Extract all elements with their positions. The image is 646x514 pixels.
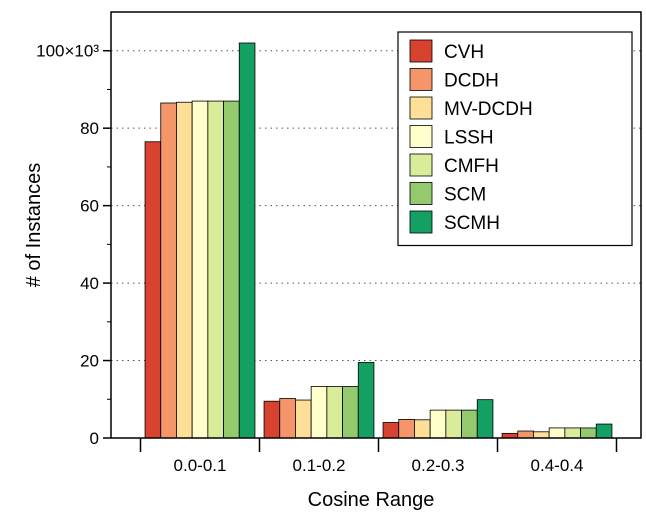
bar-lssh xyxy=(548,427,566,439)
bar-lssh xyxy=(191,100,209,439)
legend: CVH DCDH MV-DCDH LSSH CMFH SCM SCMH xyxy=(397,31,633,247)
legend-label: MV-DCDH xyxy=(444,99,533,120)
y-tick-label: 100×10³ xyxy=(36,42,99,61)
legend-label: LSSH xyxy=(444,128,494,149)
legend-swatch xyxy=(409,68,433,91)
bar-lssh xyxy=(310,386,328,439)
legend-label: CVH xyxy=(444,42,484,63)
y-axis-label: # of Instances xyxy=(23,163,45,288)
bar-scm xyxy=(580,427,597,439)
y-tick-label: 80 xyxy=(80,119,99,138)
x-tick-label: 0.2-0.3 xyxy=(412,456,465,475)
bar-dcdh xyxy=(279,398,296,439)
bar-cvh xyxy=(263,400,281,439)
bar-mv-dcdh xyxy=(533,431,550,439)
bar-dcdh xyxy=(517,430,534,439)
bar-scmh xyxy=(476,399,494,439)
legend-label: SCMH xyxy=(444,213,500,234)
bar-cmfh xyxy=(326,386,343,439)
bar-scmh xyxy=(357,362,375,439)
bar-dcdh xyxy=(160,102,177,439)
bar-scm xyxy=(342,386,359,439)
y-axis: 0 20 40 60 80 100×10³ xyxy=(36,42,111,448)
bar-mv-dcdh xyxy=(414,419,431,439)
y-tick-label: 0 xyxy=(90,429,99,448)
legend-swatch xyxy=(409,182,433,205)
legend-label: CMFH xyxy=(444,156,499,177)
bar-scm xyxy=(223,100,240,439)
legend-swatch xyxy=(409,125,433,148)
legend-swatch xyxy=(409,39,433,63)
legend-label: SCM xyxy=(444,185,486,206)
legend-swatch xyxy=(409,153,433,177)
bar-scmh xyxy=(238,42,256,439)
bar-cmfh xyxy=(207,100,224,439)
legend-box xyxy=(397,31,633,247)
x-axis-label: Cosine Range xyxy=(308,489,435,511)
bar-mv-dcdh xyxy=(295,399,312,439)
bar-cvh xyxy=(382,422,400,439)
bar-cmfh xyxy=(445,409,462,439)
legend-swatch xyxy=(409,96,433,120)
y-tick-label: 60 xyxy=(80,197,99,216)
x-tick-label: 0.4-0.4 xyxy=(531,456,584,475)
bar-lssh xyxy=(429,409,447,439)
plot-frame xyxy=(110,11,642,439)
y-tick-label: 20 xyxy=(80,352,99,371)
bar-dcdh xyxy=(398,419,415,439)
bar-cvh xyxy=(144,141,162,439)
x-tick-label: 0.1-0.2 xyxy=(293,456,346,475)
legend-label: DCDH xyxy=(444,71,499,92)
bar-cmfh xyxy=(564,427,581,439)
x-tick-label: 0.0-0.1 xyxy=(174,456,227,475)
bar-group xyxy=(144,42,613,439)
y-tick-label: 40 xyxy=(80,274,99,293)
bar-scm xyxy=(461,409,478,439)
x-axis: 0.0-0.1 0.1-0.2 0.2-0.3 0.4-0.4 xyxy=(139,438,618,475)
bar-scmh xyxy=(595,423,613,439)
bar-mv-dcdh xyxy=(176,101,193,439)
legend-swatch xyxy=(409,210,433,234)
